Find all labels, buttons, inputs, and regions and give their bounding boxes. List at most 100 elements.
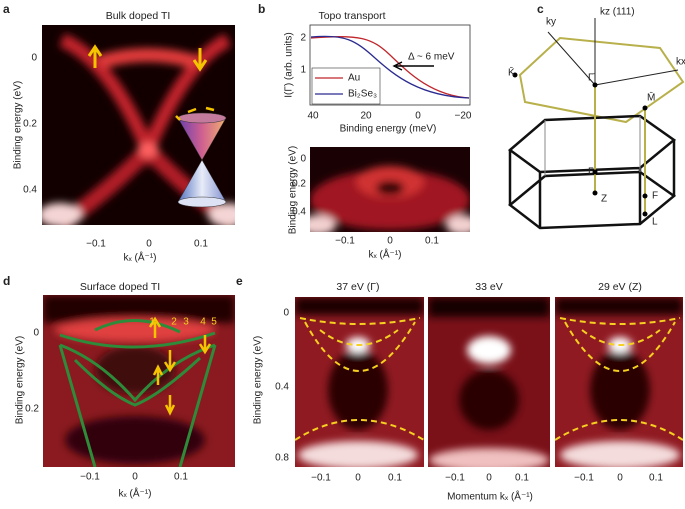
- arpes-image-d-part-part: [55, 318, 215, 342]
- tick-label: 0.2: [292, 179, 306, 190]
- band-label: 2: [171, 317, 177, 328]
- x-axis-label: Binding energy (meV): [340, 124, 437, 135]
- panel-letter: c: [537, 2, 544, 16]
- tick-label: 0: [355, 473, 361, 484]
- brillouin-zone-part: [507, 114, 677, 174]
- x-axis-label: kₓ (Å⁻¹): [119, 487, 152, 500]
- tick-label: 0.1: [194, 239, 208, 250]
- panel-letter: e: [236, 274, 243, 288]
- tick-label: 0: [617, 473, 623, 484]
- panel-title: Surface doped TI: [80, 281, 160, 293]
- panel-title: Topo transport: [318, 10, 385, 22]
- brillouin-zone-part: [642, 105, 648, 111]
- tick-label: 0.1: [388, 473, 402, 484]
- brillouin-zone: [507, 18, 685, 230]
- tick-label: 0: [31, 53, 37, 64]
- brillouin-zone-part: [642, 211, 648, 217]
- brillouin-zone-part: [544, 116, 641, 176]
- tick-label: 0: [132, 472, 138, 483]
- arpes-image-a-part-part: [98, 48, 198, 69]
- tick-label: 0.2: [25, 404, 39, 415]
- tick-label: 0: [486, 473, 492, 484]
- bz-label: M̄: [647, 91, 655, 104]
- arpes-image-e3-part: [555, 297, 683, 467]
- legend-label: Au: [348, 73, 360, 84]
- y-axis-label: Binding energy (eV): [15, 336, 26, 424]
- arpes-image-e3-part: [555, 317, 683, 441]
- arpes-image-a-part-part: [138, 142, 158, 158]
- arpes-image-d-part: [43, 295, 235, 464]
- bz-label: F: [652, 191, 658, 202]
- transport-plot-part: [310, 35, 470, 99]
- tick-label: 1: [300, 65, 306, 76]
- arpes-image-b-part: [310, 166, 470, 232]
- arpes-image-e3-part-part: [555, 297, 683, 315]
- arpes-image-b-part-part: [310, 215, 336, 232]
- tick-label: 0.1: [425, 236, 439, 247]
- tick-label: 0: [300, 154, 306, 165]
- arpes-image-e1: [295, 297, 424, 467]
- tick-label: 0.4: [292, 207, 306, 218]
- arpes-image-a-part: [175, 106, 215, 121]
- bz-label: K̄: [508, 66, 515, 79]
- brillouin-zone-part: [507, 170, 677, 230]
- arpes-image-d-part-part: [65, 416, 205, 464]
- tick-label: 0.4: [23, 185, 37, 196]
- arpes-image-b-part-part: [446, 215, 470, 232]
- bz-label: kz (111): [600, 7, 635, 18]
- brillouin-zone-part: [518, 36, 685, 124]
- arpes-image-d-part: [148, 316, 212, 416]
- brillouin-zone-part: [592, 169, 598, 175]
- tick-label: −0.1: [311, 473, 331, 484]
- subpanel-title: 29 eV (Z): [598, 281, 642, 293]
- arpes-image-a-part-part: [42, 203, 82, 225]
- arpes-image-e3: [555, 297, 683, 467]
- x-axis-label: Momentum kₓ (Å⁻¹): [447, 490, 533, 503]
- tick-label: 0: [146, 239, 152, 250]
- transport-plot-part: [392, 61, 434, 71]
- band-label: 1: [149, 317, 155, 328]
- arpes-image-e1-part: [295, 297, 424, 467]
- y-axis-label: Binding energy (eV): [13, 81, 24, 169]
- annotation: Δ ~ 6 meV: [408, 52, 455, 63]
- tick-label: 0: [283, 308, 289, 319]
- arpes-image-e2-part: [428, 297, 550, 467]
- panel-title: Bulk doped TI: [106, 10, 171, 22]
- transport-plot-part: [309, 24, 471, 106]
- bz-label: Z: [601, 194, 607, 205]
- bz-label: kx: [676, 57, 685, 68]
- arpes-image-d: [43, 295, 235, 467]
- brillouin-zone-part: [547, 18, 679, 86]
- tick-label: −0.1: [574, 473, 594, 484]
- legend-label: Bi₂Se₃: [348, 89, 377, 100]
- arpes-image-b-part-part: [376, 181, 404, 195]
- transport-plot-part: [311, 67, 381, 105]
- tick-label: 0.2: [23, 119, 37, 130]
- brillouin-zone-part: [592, 190, 598, 196]
- arpes-image-a-part: [177, 196, 227, 208]
- tick-label: 2: [300, 33, 306, 44]
- subpanel-title: 37 eV (Γ): [336, 281, 379, 293]
- arpes-image-d-part: [58, 344, 217, 467]
- arpes-image-e2-part-part: [429, 448, 549, 467]
- arpes-image-e1-part-part: [295, 297, 424, 315]
- tick-label: 0: [33, 328, 39, 339]
- arpes-image-a-part-part: [208, 203, 235, 225]
- arpes-image-d-part-part: [95, 346, 175, 394]
- x-axis-label: kₓ (Å⁻¹): [369, 248, 402, 261]
- arpes-image-e2-part-part: [467, 336, 511, 364]
- tick-label: 0.1: [649, 473, 663, 484]
- panel-letter: d: [3, 274, 10, 288]
- tick-label: −0.1: [80, 472, 100, 483]
- arpes-image-d-part: [59, 319, 216, 407]
- arpes-image-e2-part-part: [459, 370, 519, 430]
- brillouin-zone-part: [508, 140, 676, 228]
- arpes-image-a-part: [177, 112, 227, 124]
- arpes-image-a-part: [87, 44, 103, 68]
- bz-label: Γ̄: [588, 73, 596, 84]
- arpes-image-b: [310, 147, 470, 232]
- arpes-image-a-part: [192, 48, 208, 72]
- tick-label: 0: [415, 111, 421, 122]
- tick-label: 40: [307, 111, 319, 122]
- arpes-image-e2: [428, 297, 550, 467]
